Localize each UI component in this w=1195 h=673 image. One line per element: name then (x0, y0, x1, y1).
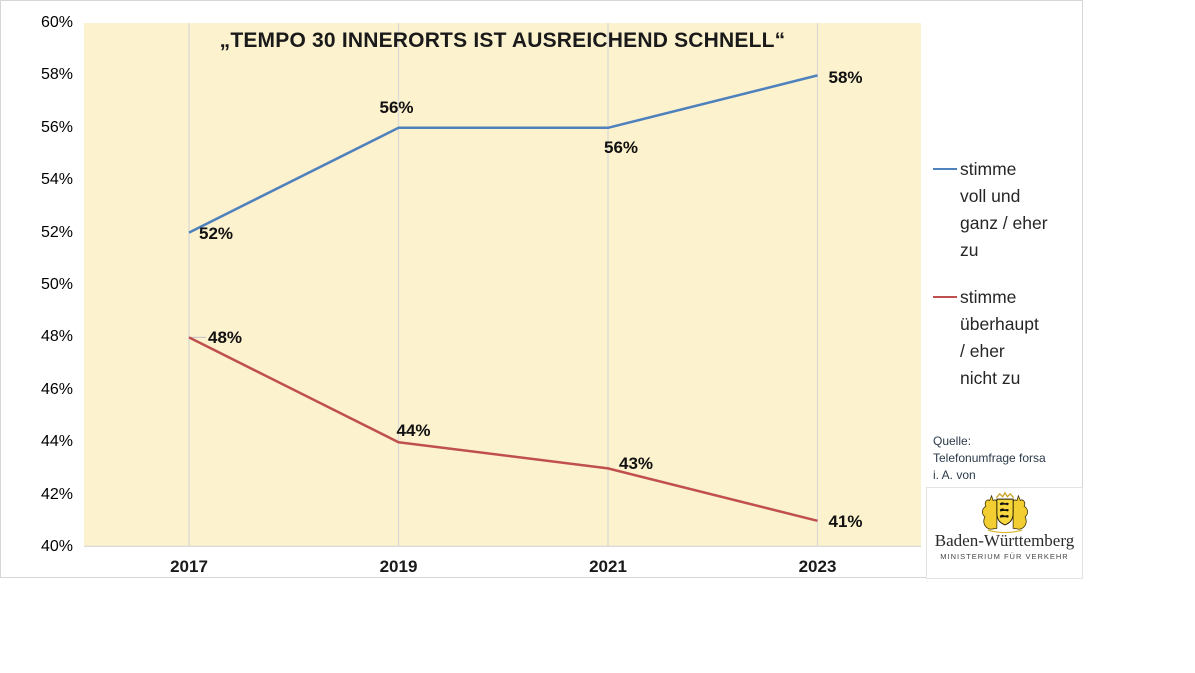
y-axis-label: 52% (40, 223, 73, 241)
data-label-überhaupt-2017: 48% (208, 328, 243, 348)
chart-title: „TEMPO 30 INNERORTS IST AUSREICHEND SCHN… (219, 29, 786, 52)
x-axis-label: 2017 (170, 557, 208, 576)
legend-item-1: stimme überhaupt / eher nicht zu (933, 284, 1078, 392)
data-label-voll-2017: 52% (199, 223, 234, 243)
data-label-überhaupt-2019: 44% (396, 421, 431, 441)
x-axis-label: 2023 (798, 557, 837, 576)
logo-ministry-name: MINISTERIUM FÜR VERKEHR (940, 552, 1069, 561)
series-line-0 (188, 74, 818, 234)
source-note: Quelle: Telefonumfrage forsa i. A. von (933, 434, 1046, 482)
data-label-überhaupt-2023: 41% (828, 511, 863, 531)
legend-label: stimme voll und ganz / eher zu (960, 159, 1048, 260)
baden-wuerttemberg-coat-of-arms-icon (981, 491, 1028, 534)
legend-item-0: stimme voll und ganz / eher zu (933, 156, 1078, 264)
y-axis-label: 60% (40, 14, 73, 31)
data-label-voll-2021: 56% (604, 137, 639, 157)
ministry-logo: Baden-Württemberg MINISTERIUM FÜR VERKEH… (926, 487, 1083, 579)
legend-line-swatch (933, 296, 957, 298)
legend-label: stimme überhaupt / eher nicht zu (960, 287, 1039, 388)
y-axis-label: 50% (40, 276, 73, 293)
data-label-überhaupt-2021: 43% (619, 454, 654, 474)
data-label-voll-2023: 58% (828, 68, 863, 88)
x-axis-label: 2021 (589, 557, 627, 576)
chart-legend: stimme voll und ganz / eher zu stimme überhau… (933, 156, 1078, 412)
logo-region-name: Baden-Württemberg (934, 531, 1075, 550)
y-axis-label: 48% (40, 328, 73, 346)
y-axis-label: 54% (40, 171, 73, 189)
series-line-1 (188, 336, 818, 523)
plot-area (84, 23, 921, 547)
y-axis-label: 46% (40, 380, 73, 398)
data-label-voll-2019: 56% (379, 97, 414, 117)
y-axis-label: 44% (40, 433, 73, 451)
legend-line-swatch (933, 168, 957, 170)
y-axis-label: 58% (40, 66, 73, 84)
y-axis-label: 56% (40, 118, 73, 136)
y-axis-label: 40% (40, 538, 73, 555)
x-axis-label: 2019 (379, 557, 418, 576)
line-chart-canvas (84, 23, 921, 547)
chart-frame: „TEMPO 30 INNERORTS IST AUSREICHEND SCHN… (0, 0, 1083, 579)
y-axis-label: 42% (40, 485, 73, 503)
